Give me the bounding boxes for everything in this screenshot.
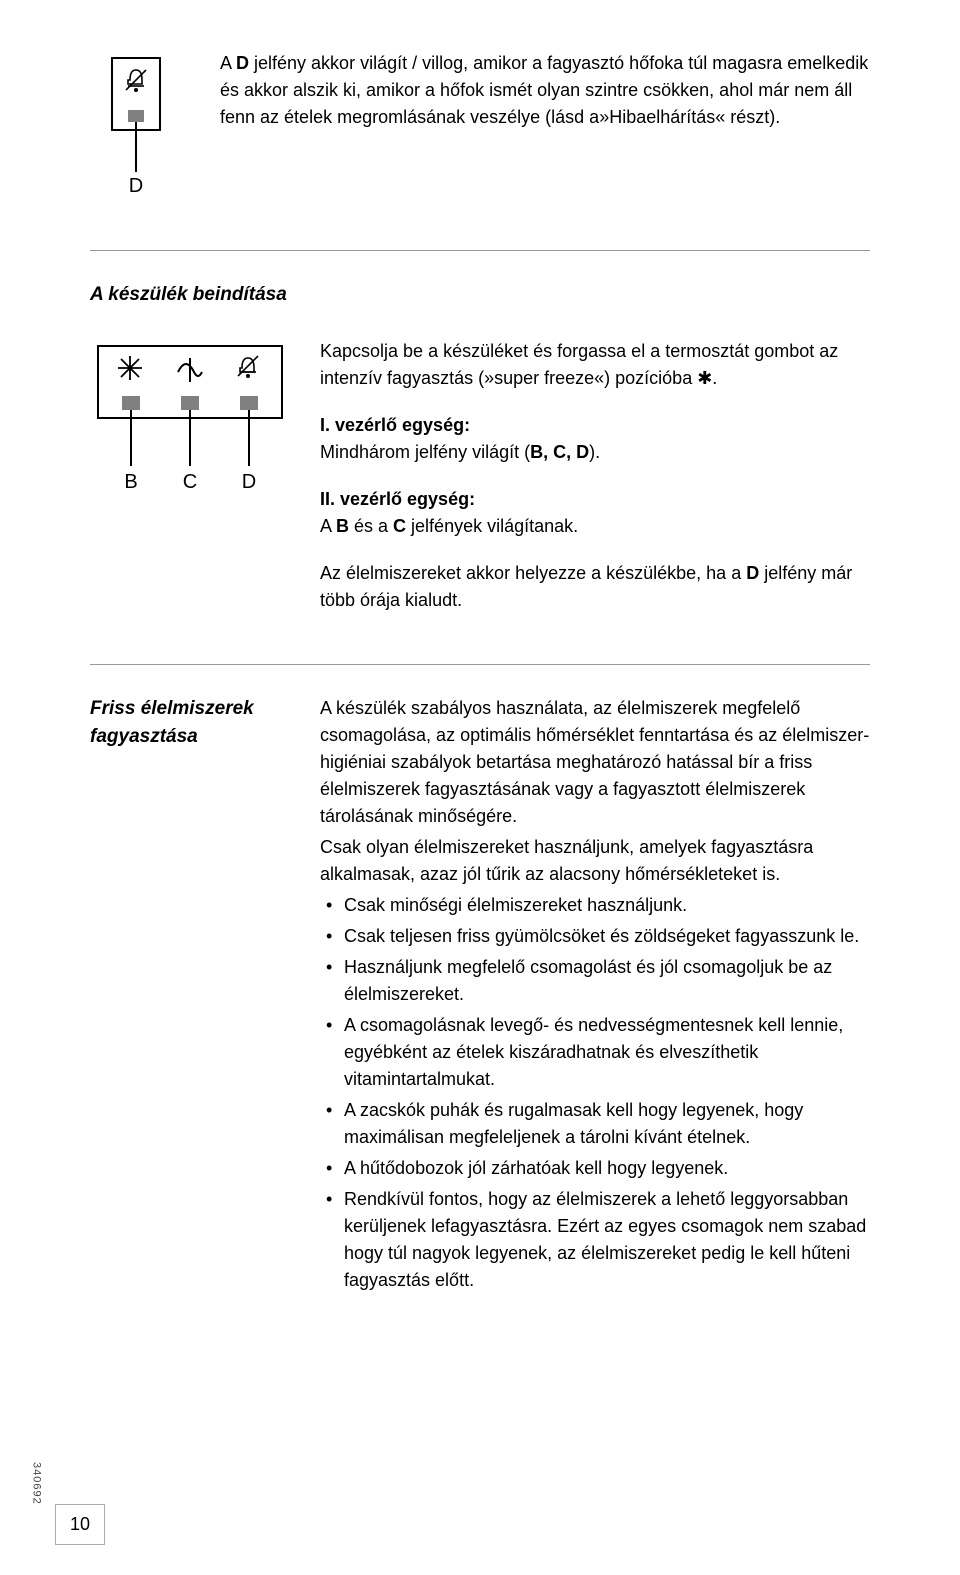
block1-paragraph: A D jelfény akkor világít / villog, amik… <box>220 50 870 200</box>
block-start-device: B C D Kapcsolja be a készüléket és forga… <box>90 338 870 634</box>
snowflake-icon <box>118 356 142 380</box>
section3-title-wrap: Friss élelmiszerek fagyasztása <box>90 695 290 1298</box>
page-number: 10 <box>55 1504 105 1545</box>
p-unit1: I. vezérlő egység: Mindhárom jelfény vil… <box>320 412 870 466</box>
svg-text:B: B <box>124 471 137 493</box>
p-intro: A készülék szabályos használata, az élel… <box>320 695 870 830</box>
block2-text: Kapcsolja be a készüléket és forgassa el… <box>320 338 870 634</box>
svg-text:D: D <box>129 175 143 197</box>
list-item: Rendkívül fontos, hogy az élelmiszerek a… <box>320 1186 870 1294</box>
bullet-list: Csak minőségi élelmiszereket használjunk… <box>320 892 870 1294</box>
block3-text: A készülék szabályos használata, az élel… <box>320 695 870 1298</box>
block-d-warning: D A D jelfény akkor világít / villog, am… <box>90 50 870 200</box>
separator <box>90 664 870 665</box>
p-suitable: Csak olyan élelmiszereket használjunk, a… <box>320 834 870 888</box>
block-fresh-food: Friss élelmiszerek fagyasztása A készülé… <box>90 695 870 1298</box>
diagram-d: D <box>90 50 190 200</box>
svg-text:D: D <box>242 471 256 493</box>
list-item: A zacskók puhák és rugalmasak kell hogy … <box>320 1097 870 1151</box>
p-unit2: II. vezérlő egység: A B és a C jelfények… <box>320 486 870 540</box>
p-turn-on: Kapcsolja be a készüléket és forgassa el… <box>320 338 870 392</box>
list-item: Használjunk megfelelő csomagolást és jól… <box>320 954 870 1008</box>
list-item: A csomagolásnak levegő- és nedvességment… <box>320 1012 870 1093</box>
svg-text:C: C <box>183 471 197 493</box>
section-title-fresh: Friss élelmiszerek fagyasztása <box>90 695 290 752</box>
p-wait-d: Az élelmiszereket akkor helyezze a készü… <box>320 560 870 614</box>
diagram-bcd: B C D <box>90 338 290 634</box>
list-item: Csak minőségi élelmiszereket használjunk… <box>320 892 870 919</box>
section-title-start: A készülék beindítása <box>90 281 870 310</box>
side-code: 340692 <box>28 1462 45 1505</box>
separator <box>90 250 870 251</box>
list-item: A hűtődobozok jól zárhatóak kell hogy le… <box>320 1155 870 1182</box>
list-item: Csak teljesen friss gyümölcsöket és zöld… <box>320 923 870 950</box>
